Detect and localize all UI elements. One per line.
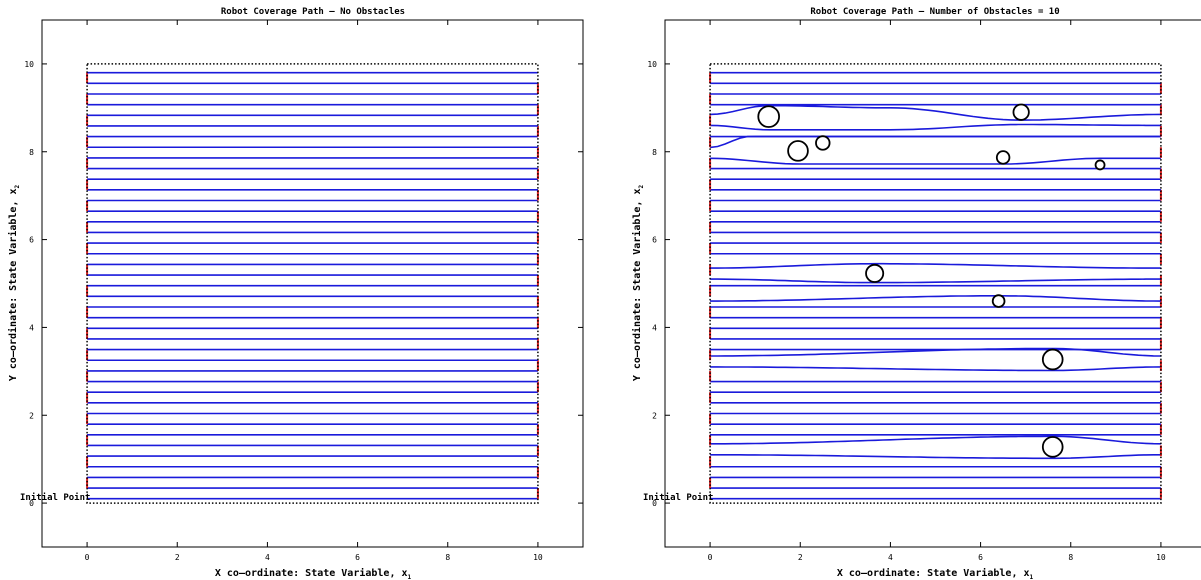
x-axis-label: X co–ordinate: State Variable, x1 bbox=[837, 567, 1034, 580]
x-axis-label: X co–ordinate: State Variable, x1 bbox=[215, 567, 412, 580]
coverage-path-segment bbox=[710, 435, 1161, 445]
obstacle-circle bbox=[1094, 159, 1106, 171]
obstacle-circle bbox=[787, 140, 809, 162]
y-tick-label: 4 bbox=[29, 323, 34, 332]
x-tick-label: 10 bbox=[1156, 553, 1166, 562]
initial-point-label: Initial Point bbox=[643, 492, 713, 503]
x-tick-label: 10 bbox=[533, 553, 543, 562]
obstacle-circle bbox=[757, 105, 780, 128]
chart-marks: 0 2 4 6 8 10 0 2 4 6 8 10 bbox=[647, 20, 1166, 562]
x-tick-label: 6 bbox=[355, 553, 360, 562]
coverage-path-segment bbox=[710, 157, 1161, 165]
y-tick-label: 10 bbox=[647, 60, 657, 69]
x-tick-label: 2 bbox=[175, 553, 180, 562]
coverage-path-segment bbox=[710, 366, 1161, 372]
x-tick-label: 8 bbox=[445, 553, 450, 562]
chart-no-obstacles: 0 2 4 6 8 10 0 2 4 6 8 10 Robot Coverage Path – No … bbox=[7, 7, 584, 580]
obstacle-circle bbox=[991, 294, 1006, 308]
coverage-path-segment bbox=[710, 278, 1161, 284]
chart-marks: 0 2 4 6 8 10 0 2 4 6 8 10 bbox=[24, 20, 583, 562]
y-tick-label: 4 bbox=[652, 323, 657, 332]
x-tick-label: 0 bbox=[85, 553, 90, 562]
obstacle-circle bbox=[865, 263, 885, 283]
x-tick-label: 4 bbox=[888, 553, 893, 562]
obstacle-circle bbox=[1041, 436, 1064, 458]
x-tick-label: 0 bbox=[708, 553, 713, 562]
coverage-path-segment bbox=[710, 135, 1161, 149]
workspace-boundary bbox=[709, 63, 1162, 504]
plot-frame bbox=[41, 19, 584, 548]
coverage-path-segment bbox=[710, 295, 1161, 302]
x-tick-label: 6 bbox=[978, 553, 983, 562]
coverage-path-segment bbox=[710, 262, 1161, 269]
initial-point-label: Initial Point bbox=[20, 492, 90, 503]
y-tick-label: 2 bbox=[29, 411, 34, 420]
workspace-boundary bbox=[86, 63, 539, 504]
y-tick-label: 0 bbox=[652, 499, 657, 508]
obstacle-circle bbox=[1012, 103, 1030, 121]
obstacle-circle bbox=[1041, 348, 1064, 371]
y-tick-label: 8 bbox=[29, 148, 34, 157]
x-tick-label: 4 bbox=[265, 553, 270, 562]
y-tick-label: 6 bbox=[652, 236, 657, 245]
chart-title: Robot Coverage Path – No Obstacles bbox=[221, 7, 405, 17]
coverage-path-segment bbox=[710, 454, 1161, 460]
y-axis-label: Y co–ordinate: State Variable, x2 bbox=[631, 184, 645, 381]
obstacle-circle bbox=[995, 150, 1011, 165]
chart-with-obstacles: 0 2 4 6 8 10 0 2 4 6 8 10 Robot Coverage Path – Num… bbox=[631, 7, 1201, 580]
chart-title: Robot Coverage Path – Number of Obstacle… bbox=[810, 7, 1059, 17]
coverage-path-segment bbox=[710, 123, 1161, 131]
obstacle-circle bbox=[815, 135, 831, 151]
y-tick-label: 10 bbox=[24, 60, 34, 69]
y-tick-label: 0 bbox=[29, 499, 34, 508]
x-tick-label: 8 bbox=[1068, 553, 1073, 562]
coverage-path-segment bbox=[710, 104, 1161, 121]
y-tick-label: 8 bbox=[652, 148, 657, 157]
y-tick-label: 2 bbox=[652, 411, 657, 420]
y-axis-label: Y co–ordinate: State Variable, x2 bbox=[7, 184, 21, 381]
plot-frame bbox=[664, 19, 1201, 548]
y-tick-label: 6 bbox=[29, 236, 34, 245]
x-tick-label: 2 bbox=[798, 553, 803, 562]
